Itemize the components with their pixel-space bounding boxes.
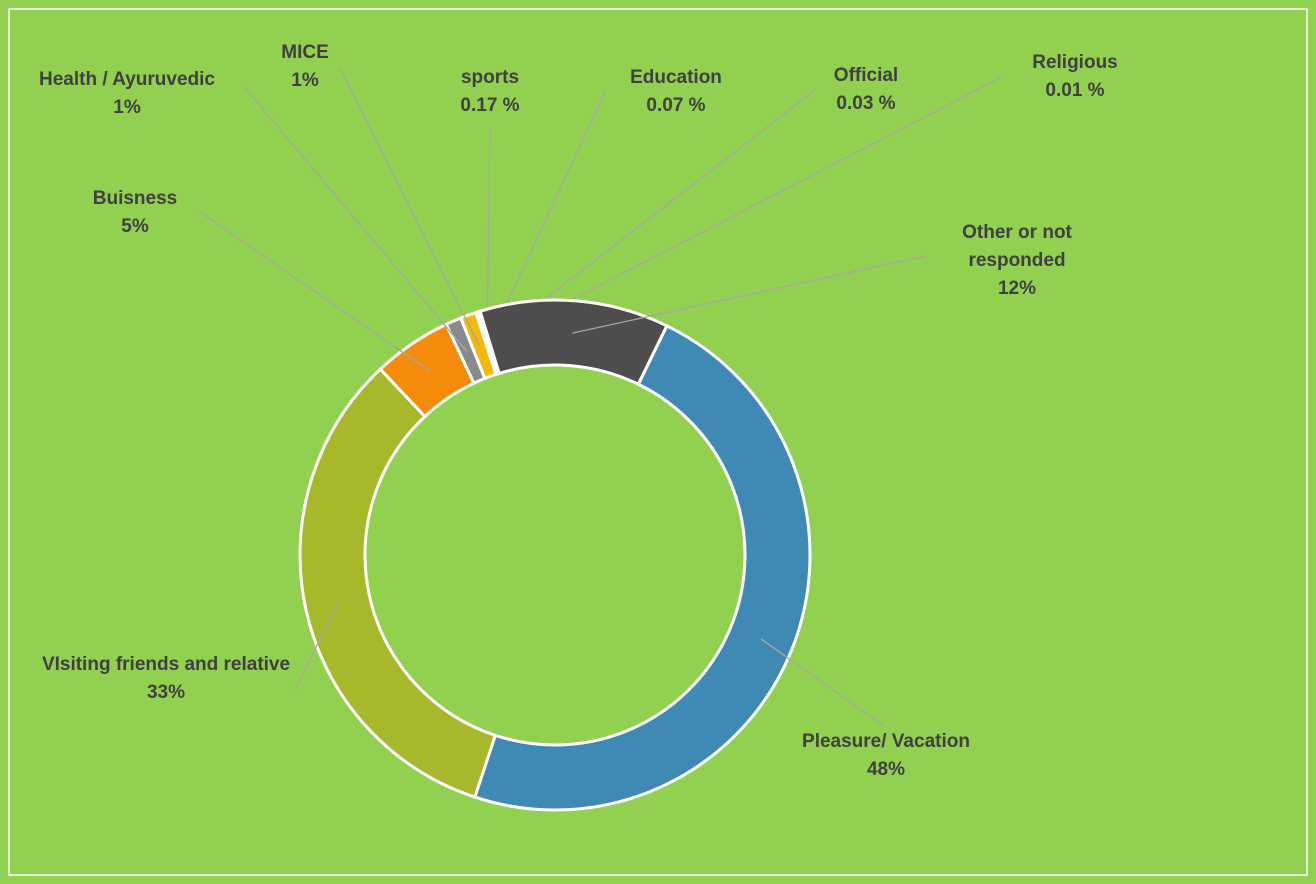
category-label: Religious [1032,52,1118,73]
data-label: MICE 1% [230,39,380,95]
leader-line [486,127,491,344]
data-label: Education 0.07 % [586,64,766,120]
data-label: Religious 0.01 % [1000,49,1150,105]
data-label: Other or not responded 12% [930,219,1105,303]
category-label: VIsiting friends and relative [41,654,291,675]
data-label: VIsiting friends and relative 33% [41,651,291,707]
value-label: 48% [866,759,906,780]
value-label: 1% [291,70,319,91]
value-label: 1% [113,97,141,118]
data-label: Official 0.03 % [791,62,941,118]
leader-line [339,67,480,347]
category-label: Pleasure/ Vacation [802,731,970,752]
leader-line [572,255,926,334]
category-label: Buisness [92,188,178,209]
frame [8,8,1308,876]
data-label: Health / Ayuruvedic 1% [0,66,257,122]
category-label: Education [630,67,722,88]
value-label: 0.17 % [460,95,520,116]
leader-line [199,211,431,372]
value-label: 0.07 % [646,95,706,116]
donut-slice [478,298,669,387]
leader-line [489,77,1001,343]
category-label: MICE [281,42,329,63]
donut-slice [472,323,812,812]
data-label: sports 0.17 % [415,64,565,120]
leader-line [760,638,886,728]
value-label: 0.03 % [836,93,896,114]
category-label: Official [833,65,899,86]
leader-line [294,602,339,691]
leader-line [488,91,606,343]
data-label: Pleasure/ Vacation 48% [736,728,1036,784]
value-label: 5% [121,216,149,237]
value-label: 0.01 % [1045,80,1105,101]
value-label: 33% [146,682,186,703]
category-label: Other or not responded [962,222,1072,271]
data-label: Buisness 5% [35,185,235,241]
value-label: 12% [997,278,1037,299]
category-label: Health / Ayuruvedic [39,69,215,90]
leader-line [244,87,467,352]
donut-slice [298,367,498,799]
category-label: sports [460,67,520,88]
